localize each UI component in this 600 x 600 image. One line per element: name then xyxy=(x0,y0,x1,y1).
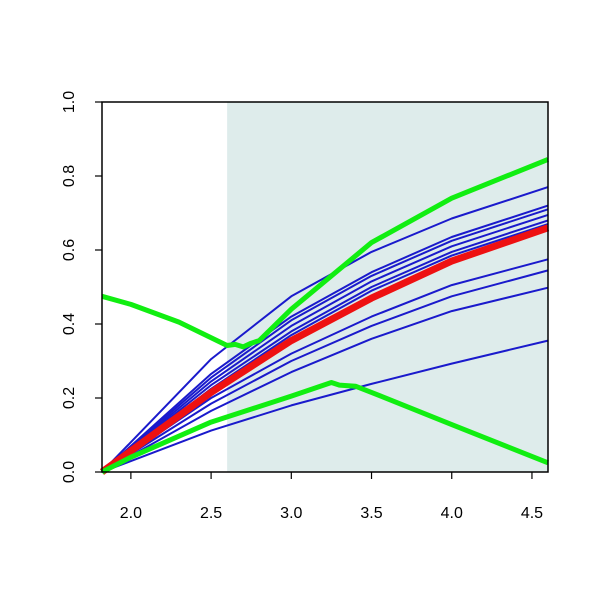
y-tick-label: 1.0 xyxy=(61,91,78,113)
x-tick-label: 2.5 xyxy=(200,505,222,522)
x-tick-label: 4.0 xyxy=(441,505,463,522)
blue-series-line-3 xyxy=(101,208,549,473)
y-tick-label: 0.4 xyxy=(61,313,78,335)
y-tick-label: 0.8 xyxy=(61,165,78,187)
blue-series-line-4 xyxy=(101,213,549,473)
red-series-line xyxy=(99,224,550,475)
x-tick-label: 4.5 xyxy=(521,505,543,522)
green-upper-line xyxy=(101,157,549,350)
blue-series-line-8 xyxy=(101,269,549,473)
blue-series-line-7 xyxy=(101,258,549,473)
x-tick-label: 2.0 xyxy=(120,505,142,522)
blue-series-line-10 xyxy=(101,339,549,473)
x-tick-label: 3.5 xyxy=(360,505,382,522)
blue-series-line-5 xyxy=(101,219,549,473)
x-axis: 2.0 2.5 3.0 3.5 4.0 4.5 xyxy=(120,472,543,522)
green-series-group xyxy=(100,157,549,475)
plot-border xyxy=(101,101,549,473)
y-tick-label: 0.6 xyxy=(61,239,78,261)
blue-series-line-9 xyxy=(101,286,549,473)
y-tick-label: 0.2 xyxy=(61,387,78,409)
blue-series-line-2 xyxy=(101,204,549,473)
y-tick-label: 0.0 xyxy=(61,461,78,483)
green-lower-line xyxy=(100,380,549,475)
x-tick-label: 3.0 xyxy=(280,505,302,522)
y-axis: 0.0 0.2 0.4 0.6 0.8 1.0 xyxy=(61,91,102,483)
red-series-group xyxy=(99,224,550,475)
